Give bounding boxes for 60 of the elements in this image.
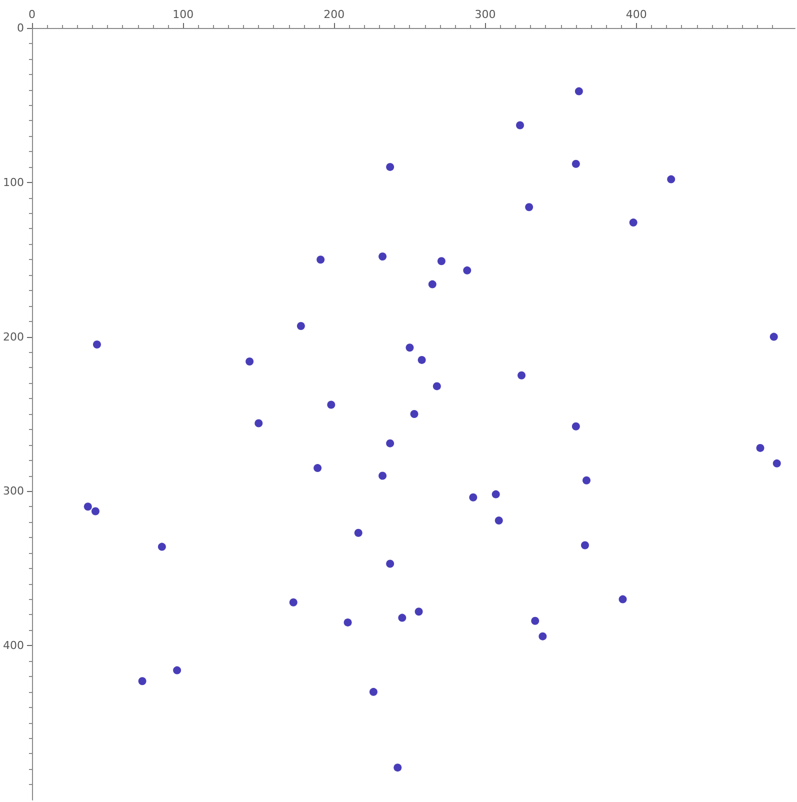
point <box>158 542 166 551</box>
point <box>316 256 325 264</box>
point <box>518 371 526 380</box>
point <box>572 160 580 168</box>
y-tick-label: 400 <box>3 639 24 652</box>
point <box>492 490 500 498</box>
point <box>756 444 764 452</box>
point <box>354 528 362 537</box>
point <box>91 507 100 516</box>
point <box>582 476 590 484</box>
point <box>531 616 540 625</box>
x-tick-label: 0 <box>28 8 36 21</box>
point <box>772 459 781 468</box>
x-tick-label: 100 <box>172 8 194 21</box>
point <box>538 632 547 640</box>
point <box>254 419 263 428</box>
point <box>386 439 394 448</box>
point <box>378 472 387 480</box>
point <box>428 280 436 288</box>
point <box>398 614 406 622</box>
point <box>572 422 580 430</box>
y-tick-label: 0 <box>17 22 24 34</box>
point <box>344 618 352 626</box>
point <box>574 87 583 96</box>
point <box>296 322 305 330</box>
point <box>469 493 478 502</box>
point <box>327 400 336 409</box>
y-tick-label: 300 <box>3 484 24 498</box>
point <box>246 358 254 366</box>
point <box>667 175 676 184</box>
point <box>314 464 322 472</box>
point <box>84 502 92 511</box>
point <box>629 218 638 227</box>
point <box>289 598 298 606</box>
y-tick-label: 100 <box>3 176 24 189</box>
point <box>173 666 182 674</box>
y-tick-label: 200 <box>3 330 24 344</box>
x-tick-label: 200 <box>324 8 345 21</box>
point <box>494 516 503 525</box>
point <box>414 608 423 616</box>
point <box>369 688 378 696</box>
point <box>394 764 402 772</box>
point <box>92 340 101 349</box>
x-tick-label: 400 <box>626 8 647 21</box>
point <box>386 560 394 568</box>
point <box>580 541 589 550</box>
point <box>378 252 387 261</box>
point <box>410 410 418 418</box>
point <box>770 332 778 341</box>
point <box>437 257 446 266</box>
x-tick-label: 300 <box>474 8 496 21</box>
point <box>138 677 146 686</box>
point <box>406 344 414 352</box>
point <box>525 203 534 212</box>
point <box>432 382 441 390</box>
point <box>463 266 472 274</box>
point <box>386 162 394 171</box>
point <box>516 121 524 130</box>
point <box>618 595 627 604</box>
point <box>418 356 426 364</box>
